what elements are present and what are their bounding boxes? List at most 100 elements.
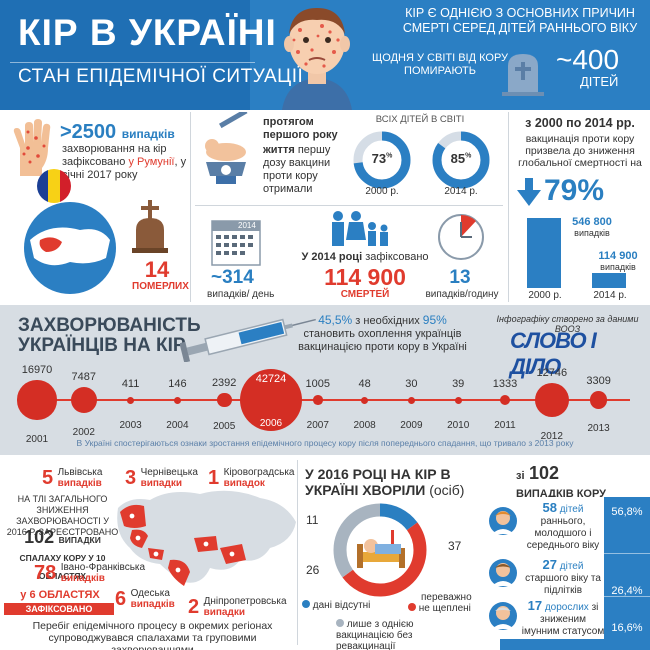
incidence-year-2004: 2004 [166, 420, 189, 431]
arrow-down-icon [517, 178, 541, 206]
mortality-2000-year: 2000 р. [528, 290, 562, 301]
legend-no-data-swatch [302, 600, 310, 608]
mortality-bar-2000 [527, 218, 561, 288]
coverage-actual: 45,5% [318, 313, 353, 327]
column-divider [190, 112, 191, 302]
adult-avatar-icon [489, 602, 517, 630]
region-chernivtsi-name: Чернівецька [140, 467, 198, 478]
daily-deaths-unit: ДІТЕЙ [580, 74, 619, 89]
region-if-name: Івано-Франківська [60, 562, 146, 573]
syringe-icon [180, 318, 316, 362]
ukraine-2014-text-a: У 2014 році [301, 251, 363, 263]
header-fact: КІР є однією з основних причин смерті се… [402, 6, 638, 35]
row-divider [195, 205, 503, 206]
incidence-value-2007: 1005 [305, 378, 331, 390]
growth-regions-a: у 6 ОБЛАСТЯХ [20, 589, 100, 601]
daily-deaths-text: ЩОДНЯ У СВІТІ ВІД КОРУ ПОМИРАЮТЬ [371, 52, 509, 77]
romania-country: у Румунії [128, 156, 175, 168]
sick-2016-title-text: У 2016 РОЦІ НА КІР В УКРАЇНІ ХВОРІЛИ [305, 466, 451, 498]
sick-child-bed-icon [357, 530, 405, 568]
incidence-value-2011: 1333 [492, 378, 518, 390]
region-odesa-num: 6 [115, 588, 127, 610]
donut-2000 [353, 131, 411, 189]
sick-2016-no-data-num: 11 [306, 513, 319, 527]
outbreaks-count: 102 [24, 527, 55, 547]
cases-title-a: зі [516, 470, 525, 482]
legend-once: лише з однією вакцинацією без ревакцинац… [336, 619, 466, 650]
romania-count-unit: випадків [121, 127, 175, 141]
page-title: КІР В УКРАЇНІ [18, 12, 277, 53]
pct-sign: % [465, 152, 472, 160]
legend-unvacc: переважно не щеплені [408, 592, 472, 614]
donut-2014-pct: 85% [443, 151, 479, 166]
legend-no-data: дані відсутні [302, 600, 370, 611]
donut-2014-year: 2014 р. [444, 186, 478, 197]
column-divider [297, 460, 298, 645]
case-group-1-pct: 56,8% [611, 506, 643, 518]
region-odesa: 6 Одеська випадків [115, 588, 175, 611]
legend-unvacc-text: не щеплені [418, 603, 471, 614]
clock-icon [438, 214, 484, 260]
vaccination-coverage: 45,5% з необхідних 95% становить охоплен… [295, 314, 470, 354]
case-group-3-text: 17 дорослих зі зниженим імунним статусом [521, 598, 605, 638]
pct-sign: % [386, 152, 393, 160]
case-group-3-num: 17 [527, 598, 543, 613]
incidence-bubble-2008 [361, 396, 369, 404]
mortality-pct: 79% [544, 174, 605, 207]
ukraine-2014-deaths: 114 900 [324, 264, 406, 290]
teen-avatar-icon [489, 559, 517, 587]
legend-once-text: лише з однією вакцинацією без ревакцинац… [336, 619, 414, 650]
region-kirovohrad: 1 Кіровоградська випадок [208, 467, 294, 490]
sick-2016-once-num: 26 [306, 563, 320, 577]
romania-text-a: захворювання на кір зафіксовано [62, 143, 167, 168]
region-kirovohrad-name: Кіровоградська [223, 467, 295, 478]
incidence-year-2008: 2008 [353, 420, 376, 431]
incidence-bubble-2011 [499, 394, 511, 406]
mortality-text: вакцинація проти кору призвела до знижен… [518, 133, 642, 169]
romania-deaths-count: 14 [144, 257, 170, 282]
romania-cases-count: >2500 випадків [60, 121, 175, 144]
slovo-i-dilo-logo: СЛОВО І ДІЛО [510, 328, 597, 379]
donut-2000-year: 2000 р. [365, 186, 399, 197]
column-divider [508, 112, 509, 302]
calendar-icon [211, 220, 261, 266]
incidence-band [0, 305, 650, 455]
romania-deaths-label: ПОМЕРЛИХ [132, 281, 189, 292]
case-group-2-word: дітей [559, 561, 584, 572]
timeline-line [25, 399, 630, 401]
incidence-bubble-2003 [127, 396, 135, 404]
incidence-year-2001: 2001 [25, 433, 49, 445]
incidence-value-2001: 16970 [21, 364, 53, 377]
mortality-2000-unit: випадків [574, 228, 610, 238]
incidence-bubble-2010 [454, 396, 462, 404]
sick-2016-title-unit: (осіб) [429, 482, 465, 498]
per-hour-count: 13 [449, 267, 471, 288]
growth-regions: у 6 ОБЛАСТЯХ [6, 589, 114, 601]
ukraine-2014-text-b: зафіксовано [365, 251, 429, 263]
incidence-value-2009: 30 [405, 378, 418, 390]
case-group-3-pct: 16,6% [611, 622, 643, 634]
incidence-year-2006: 2006 [259, 418, 283, 429]
region-lviv-name: Львівська [57, 467, 103, 478]
romania-flag-icon [37, 169, 71, 203]
incidence-title: ЗАХВОРЮВАНІСТЬ УКРАЇНЦІВ НА КІР [18, 316, 201, 356]
mortality-bar-2014 [592, 273, 626, 288]
region-ivano-frankivsk: 78 Івано-Франківська випадків [34, 562, 145, 585]
case-group-2-desc: старшого віку та підлітків [525, 573, 601, 596]
regions-header: НА ТЛІ ЗАГАЛЬНОГО ЗНИЖЕННЯ ЗАХВОРЮВАНОСТ… [6, 494, 119, 537]
incidence-year-2007: 2007 [306, 420, 329, 431]
incidence-title-line2: УКРАЇНЦІВ НА КІР [18, 335, 186, 356]
region-lviv-unit: випадків [57, 478, 102, 489]
donut-2014-pct-value: 85 [450, 151, 466, 166]
incidence-bubble-2001 [17, 380, 57, 420]
region-odesa-name: Одеська [130, 588, 170, 599]
mortality-2014-num: 114 900 [598, 250, 638, 262]
case-group-2-num: 27 [542, 557, 557, 572]
legend-mostly-text: переважно [421, 592, 472, 603]
incidence-year-2013: 2013 [587, 422, 610, 434]
mortality-2014-year: 2014 р. [593, 290, 627, 301]
page-subtitle: СТАН ЕПІДЕМІЧНОЇ СИТУАЦІЇ [18, 66, 304, 87]
ukraine-2014-deaths-label: СМЕРТЕЙ [340, 289, 390, 300]
daily-deaths-count: ~400 [556, 44, 620, 75]
region-chernivtsi: 3 Чернівецька випадки [125, 467, 198, 490]
